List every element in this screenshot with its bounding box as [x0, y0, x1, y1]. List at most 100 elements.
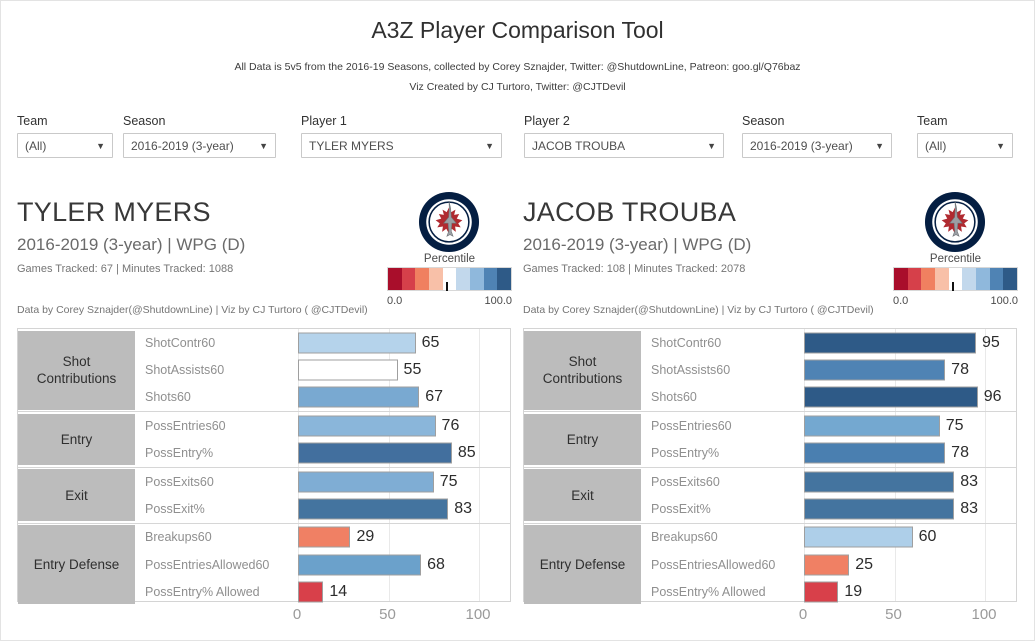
percentile-bar[interactable] [298, 332, 416, 354]
bar-value-label: 55 [403, 361, 422, 379]
bar-zone: 76 [291, 412, 510, 439]
bar-zone: 68 [291, 551, 510, 578]
percentile-bar[interactable] [298, 471, 434, 493]
chevron-down-icon: ▼ [259, 140, 268, 151]
bar-zone: 78 [797, 356, 1016, 383]
chart-row: Breakups60 60 [641, 524, 1016, 551]
chart-row: Shots60 67 [135, 384, 510, 411]
bar-zone: 14 [291, 579, 510, 606]
percentile-bar[interactable] [804, 442, 946, 464]
metric-label: PossExit% [651, 502, 711, 517]
percentile-bar[interactable] [804, 581, 839, 603]
legend-color-block [962, 268, 977, 290]
player-2-attribution: Data by Corey Sznajder(@ShutdownLine) | … [523, 304, 874, 316]
percentile-bar[interactable] [804, 526, 913, 548]
percentile-bar[interactable] [804, 471, 955, 493]
player-1-season-team: 2016-2019 (3-year) | WPG (D) [17, 235, 246, 254]
chart-row: PossEntries60 76 [135, 412, 510, 439]
chart-row: PossEntriesAllowed60 68 [135, 551, 510, 578]
percentile-bar[interactable] [804, 332, 976, 354]
percentile-bar[interactable] [298, 415, 436, 437]
percentile-bar[interactable] [298, 498, 449, 520]
percentile-bar[interactable] [298, 386, 420, 408]
metric-label: Shots60 [145, 390, 191, 405]
percentile-bar[interactable] [804, 386, 978, 408]
team-dropdown-left[interactable]: (All) ▼ [17, 133, 113, 158]
player-2-dropdown[interactable]: JACOB TROUBA ▼ [524, 133, 724, 158]
bar-zone: 67 [291, 384, 510, 411]
chart-section: Shot Contributions ShotContr60 95 ShotAssis… [524, 329, 1016, 411]
chart-row: PossExits60 83 [641, 468, 1016, 495]
player-1-percentile-chart: Shot Contributions ShotContr60 65 ShotAssis… [17, 328, 511, 605]
group-label: Entry [18, 413, 135, 466]
percentile-bar[interactable] [804, 498, 955, 520]
viz-credit-subtitle: Viz Created by CJ Turtoro, Twitter: @CJT… [409, 81, 626, 93]
dropdown-value: 2016-2019 (3-year) [131, 138, 234, 153]
percentile-bar[interactable] [804, 415, 940, 437]
x-axis-tick-label: 50 [379, 606, 396, 623]
bar-value-label: 76 [441, 416, 460, 434]
player-1-dropdown[interactable]: TYLER MYERS ▼ [301, 133, 502, 158]
chart-section: Entry Defense Breakups60 60 PossEntriesAllo… [524, 522, 1016, 606]
dropdown-value: (All) [925, 138, 947, 153]
group-rows: ShotContr60 95 ShotAssists60 78 Shots60 96 [641, 329, 1016, 411]
percentile-bar[interactable] [804, 359, 946, 381]
metric-label: PossExits60 [145, 474, 214, 489]
x-axis-tick-label: 100 [971, 606, 997, 623]
filter-label: Player 2 [524, 114, 570, 128]
chart-row: ShotContr60 65 [135, 329, 510, 356]
legend-color-block [442, 268, 457, 290]
metric-label: Breakups60 [145, 530, 212, 545]
bar-value-label: 83 [454, 500, 473, 518]
season-dropdown-left[interactable]: 2016-2019 (3-year) ▼ [123, 133, 276, 158]
player-1-tracked: Games Tracked: 67 | Minutes Tracked: 108… [17, 263, 234, 275]
data-credit-subtitle: All Data is 5v5 from the 2016-19 Seasons… [234, 61, 801, 73]
percentile-color-scale [387, 267, 512, 291]
bar-zone: 75 [797, 412, 1016, 439]
dropdown-value: TYLER MYERS [309, 138, 394, 153]
metric-label: Shots60 [651, 390, 697, 405]
season-dropdown-right[interactable]: 2016-2019 (3-year) ▼ [742, 133, 892, 158]
filter-label: Player 1 [301, 114, 347, 128]
bar-zone: 55 [291, 356, 510, 383]
chart-row: PossExits60 75 [135, 468, 510, 495]
winnipeg-jets-logo-icon [418, 191, 480, 253]
chart-section: Shot Contributions ShotContr60 65 ShotAssis… [18, 329, 510, 411]
bar-zone: 83 [291, 495, 510, 522]
filter-team-right: Team (All) ▼ [917, 114, 1013, 158]
percentile-bar[interactable] [298, 442, 452, 464]
legend-tick-marker [446, 282, 449, 291]
chevron-down-icon: ▼ [485, 140, 494, 151]
team-dropdown-right[interactable]: (All) ▼ [917, 133, 1013, 158]
metric-label: PossExits60 [651, 474, 720, 489]
chevron-down-icon: ▼ [875, 140, 884, 151]
bar-value-label: 96 [983, 388, 1002, 406]
bar-value-label: 83 [960, 472, 979, 490]
bar-value-label: 68 [427, 555, 445, 573]
legend-color-block [948, 268, 963, 290]
metric-label: PossEntriesAllowed60 [651, 557, 776, 572]
bar-zone: 19 [797, 579, 1016, 606]
metric-label: ShotContr60 [651, 335, 722, 350]
percentile-bar[interactable] [298, 359, 398, 381]
gridline [298, 329, 299, 601]
player-1-x-axis: 0 50 100 [17, 606, 511, 624]
chart-section: Entry Defense Breakups60 29 PossEntriesAllo… [18, 522, 510, 606]
legend-color-block [1003, 268, 1018, 290]
player-2-percentile-chart: Shot Contributions ShotContr60 95 ShotAssis… [523, 328, 1017, 605]
bar-zone: 75 [291, 468, 510, 495]
legend-color-block [470, 268, 484, 290]
chart-row: PossEntry% Allowed 14 [135, 579, 510, 606]
filter-team-left: Team (All) ▼ [17, 114, 113, 158]
filter-player-1: Player 1 TYLER MYERS ▼ [301, 114, 502, 158]
percentile-bar[interactable] [804, 554, 850, 576]
percentile-bar[interactable] [298, 554, 422, 576]
metric-label: PossEntry% Allowed [145, 585, 260, 600]
chart-row: PossEntriesAllowed60 25 [641, 551, 1016, 578]
bar-value-label: 67 [425, 388, 444, 406]
percentile-bar[interactable] [298, 581, 324, 603]
percentile-bar[interactable] [298, 526, 351, 548]
bar-value-label: 29 [356, 528, 375, 546]
metric-label: PossExit% [145, 502, 205, 517]
